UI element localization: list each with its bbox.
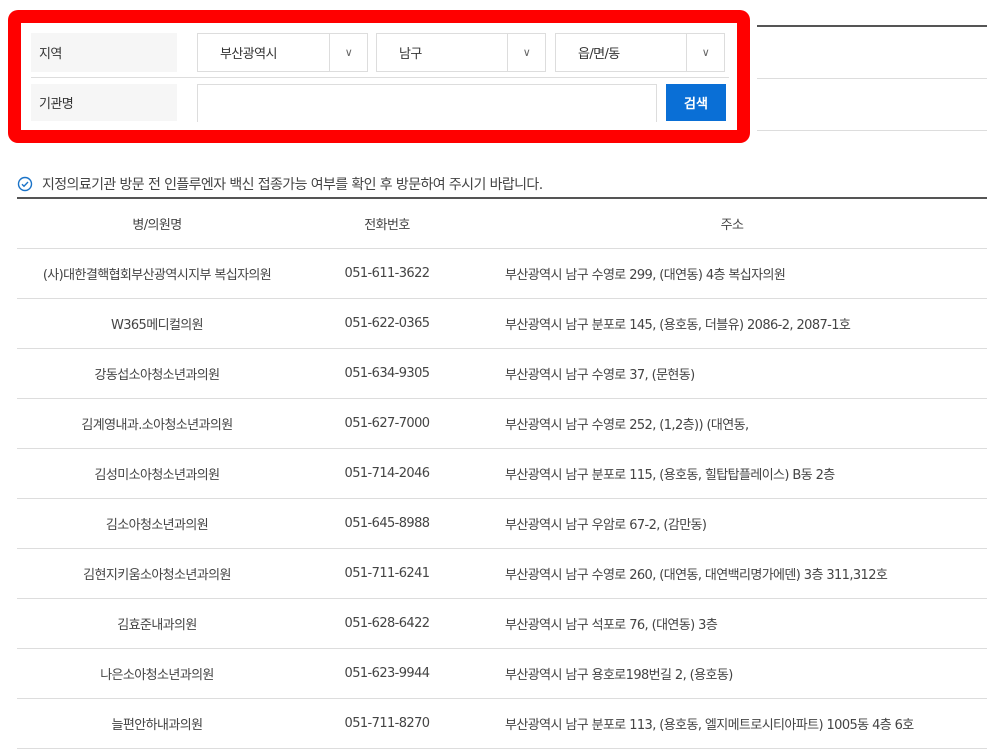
chevron-down-icon: ∨ [507, 34, 545, 71]
phone-cell: 051-645-8988 [297, 498, 477, 549]
phone-cell: 051-711-8270 [297, 698, 477, 749]
phone-cell: 051-634-9305 [297, 348, 477, 399]
address-cell: 부산광역시 남구 분포로 145, (용호동, 더블유) 2086-2, 208… [477, 298, 987, 349]
phone-cell: 051-711-6241 [297, 548, 477, 599]
address-cell: 부산광역시 남구 석포로 76, (대연동) 3층 [477, 598, 987, 649]
address-cell: 부산광역시 남구 수영로 260, (대연동, 대연백리명가에덴) 3층 311… [477, 548, 987, 599]
clinic-name-cell: W365메디컬의원 [17, 298, 297, 349]
col-address-header: 주소 [477, 198, 987, 249]
clinic-name-cell: 나은소아청소년과의원 [17, 648, 297, 699]
clinic-name-cell: 김계영내과.소아청소년과의원 [17, 398, 297, 449]
notice-text: 지정의료기관 방문 전 인플루엔자 백신 접종가능 여부를 확인 후 방문하여 … [42, 177, 543, 193]
table-row[interactable]: 김현지키움소아청소년과의원 051-711-6241 부산광역시 남구 수영로 26… [17, 548, 987, 599]
clinic-name-cell: 강동섭소아청소년과의원 [17, 348, 297, 399]
phone-cell: 051-628-6422 [297, 598, 477, 649]
region-label: 지역 [31, 33, 177, 72]
clinic-name-cell: 김효준내과의원 [17, 598, 297, 649]
clinic-name-cell: (사)대한결핵협회부산광역시지부 복십자의원 [17, 248, 297, 299]
divider [31, 77, 729, 78]
table-row[interactable]: W365메디컬의원 051-622-0365 부산광역시 남구 분포로 145, (… [17, 298, 987, 349]
table-header: 병/의원명 전화번호 주소 [17, 198, 987, 249]
check-circle-icon [17, 176, 33, 192]
address-cell: 부산광역시 남구 용호로198번길 2, (용호동) [477, 648, 987, 699]
city-select-value: 부산광역시 [220, 47, 277, 62]
address-cell: 부산광역시 남구 수영로 37, (문현동) [477, 348, 987, 399]
clinic-name-cell: 늘편안하내과의원 [17, 698, 297, 749]
district-select[interactable]: 남구 ∨ [376, 33, 546, 72]
address-cell: 부산광역시 남구 수영로 299, (대연동) 4층 복십자의원 [477, 248, 987, 299]
divider [757, 25, 987, 27]
table-row[interactable]: 김소아청소년과의원 051-645-8988 부산광역시 남구 우암로 67-2, … [17, 498, 987, 549]
town-select[interactable]: 읍/면/동 ∨ [555, 33, 725, 72]
chevron-down-icon: ∨ [329, 34, 367, 71]
table-row[interactable]: 강동섭소아청소년과의원 051-634-9305 부산광역시 남구 수영로 37, … [17, 348, 987, 399]
table-row[interactable]: (사)대한결핵협회부산광역시지부 복십자의원 051-611-3622 부산광역시 … [17, 248, 987, 299]
table-row[interactable]: 김효준내과의원 051-628-6422 부산광역시 남구 석포로 76, (대연동… [17, 598, 987, 649]
phone-cell: 051-714-2046 [297, 448, 477, 499]
address-cell: 부산광역시 남구 수영로 252, (1,2층)) (대연동, [477, 398, 987, 449]
notice: 지정의료기관 방문 전 인플루엔자 백신 접종가능 여부를 확인 후 방문하여 … [17, 174, 543, 194]
clinic-name-cell: 김현지키움소아청소년과의원 [17, 548, 297, 599]
phone-cell: 051-623-9944 [297, 648, 477, 699]
phone-cell: 051-627-7000 [297, 398, 477, 449]
address-cell: 부산광역시 남구 우암로 67-2, (감만동) [477, 498, 987, 549]
address-cell: 부산광역시 남구 분포로 115, (용호동, 힐탑탑플레이스) B동 2층 [477, 448, 987, 499]
col-phone-header: 전화번호 [297, 198, 477, 249]
phone-cell: 051-622-0365 [297, 298, 477, 349]
search-panel-highlight: 지역 기관명 부산광역시 ∨ 남구 ∨ 읍/면/동 ∨ 검색 [8, 10, 750, 143]
search-button[interactable]: 검색 [666, 84, 726, 121]
table-row[interactable]: 김계영내과.소아청소년과의원 051-627-7000 부산광역시 남구 수영로 2… [17, 398, 987, 449]
clinic-name-cell: 김소아청소년과의원 [17, 498, 297, 549]
clinic-name-cell: 김성미소아청소년과의원 [17, 448, 297, 499]
city-select[interactable]: 부산광역시 ∨ [197, 33, 368, 72]
chevron-down-icon: ∨ [686, 34, 724, 71]
table-row[interactable]: 나은소아청소년과의원 051-623-9944 부산광역시 남구 용호로198번길 … [17, 648, 987, 699]
org-name-input[interactable] [197, 84, 657, 122]
clinic-table: 병/의원명 전화번호 주소 (사)대한결핵협회부산광역시지부 복십자의원 051-… [17, 197, 987, 749]
district-select-value: 남구 [399, 47, 422, 62]
col-name-header: 병/의원명 [17, 198, 297, 249]
town-select-value: 읍/면/동 [578, 47, 620, 62]
phone-cell: 051-611-3622 [297, 248, 477, 299]
address-cell: 부산광역시 남구 분포로 113, (용호동, 엘지메트로시티아파트) 1005… [477, 698, 987, 749]
table-row[interactable]: 늘편안하내과의원 051-711-8270 부산광역시 남구 분포로 113, (용… [17, 698, 987, 749]
org-name-label: 기관명 [31, 84, 177, 121]
divider [757, 78, 987, 79]
table-row[interactable]: 김성미소아청소년과의원 051-714-2046 부산광역시 남구 분포로 115,… [17, 448, 987, 499]
divider [757, 130, 987, 131]
